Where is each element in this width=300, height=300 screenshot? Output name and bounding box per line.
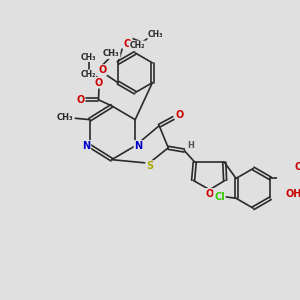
Text: Cl: Cl <box>214 192 225 202</box>
Text: N: N <box>134 141 142 151</box>
Text: CH₃: CH₃ <box>148 30 164 39</box>
Text: O: O <box>76 95 85 105</box>
Text: N: N <box>82 141 90 151</box>
Text: O: O <box>124 38 132 49</box>
Text: CH₃: CH₃ <box>56 113 73 122</box>
Text: O: O <box>176 110 184 120</box>
Text: CH₂: CH₂ <box>130 41 145 50</box>
Text: H: H <box>187 140 194 149</box>
Text: S: S <box>146 161 153 171</box>
Text: CH₃: CH₃ <box>80 52 96 62</box>
Text: CH₃: CH₃ <box>103 49 120 58</box>
Text: CH₂: CH₂ <box>80 70 96 79</box>
Text: O: O <box>98 65 106 75</box>
Text: O: O <box>95 78 103 88</box>
Text: O: O <box>294 162 300 172</box>
Text: OH: OH <box>286 189 300 199</box>
Text: O: O <box>206 189 214 199</box>
